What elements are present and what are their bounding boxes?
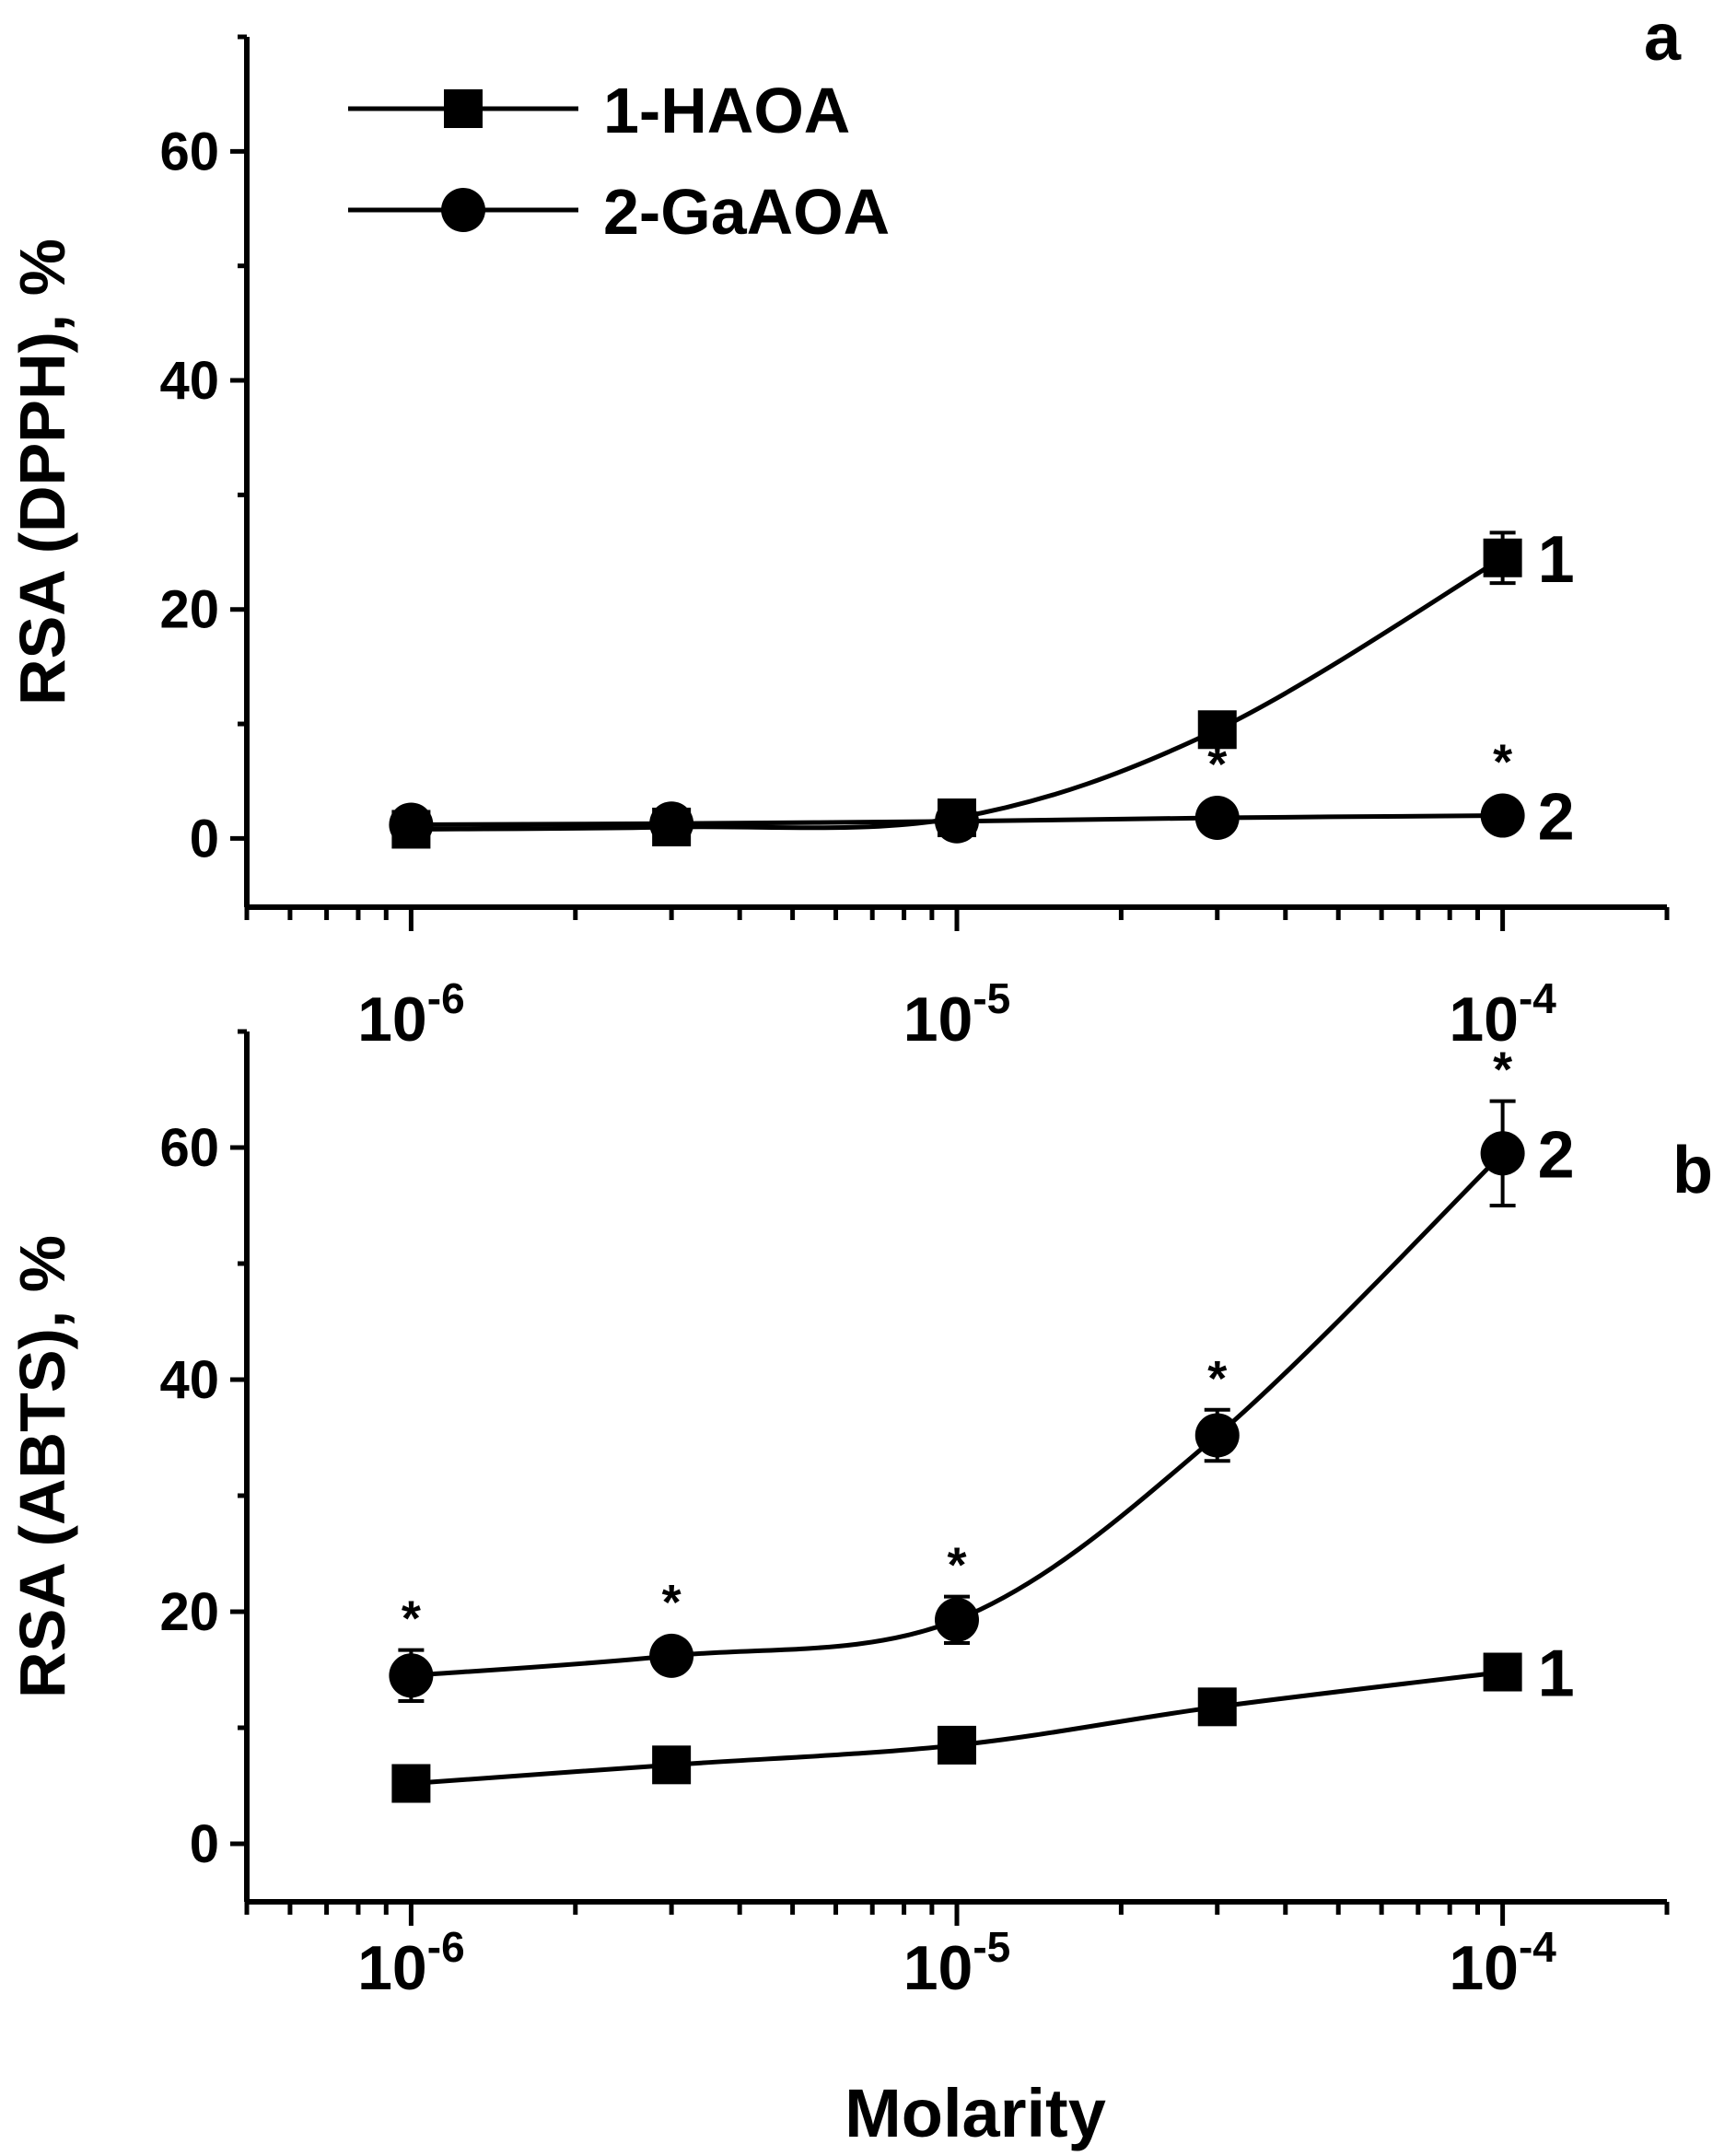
data-point-circle (389, 802, 434, 847)
x-axis-label: Molarity (845, 2075, 1106, 2151)
significance-marker: * (1493, 1043, 1512, 1098)
data-point-square (1197, 1687, 1237, 1727)
significance-marker: * (947, 1538, 966, 1593)
data-point-circle (389, 1653, 434, 1698)
curve-label: 2 (1538, 1118, 1575, 1192)
panel-b: 0 20 40 60 10-6 10-5 10-4 RSA (ABTS), % Molarity… (6, 1029, 1713, 2151)
data-point-circle (935, 798, 979, 844)
x-tick-label: 10-4 (1449, 974, 1556, 1055)
significance-marker: * (402, 1591, 421, 1647)
data-point-square (1483, 1652, 1522, 1692)
data-point-circle (649, 1633, 694, 1678)
y-tick-label: 60 (159, 122, 219, 181)
curve-label: 2 (1538, 781, 1575, 855)
data-point-circle (1480, 793, 1525, 838)
data-point-square (938, 1725, 976, 1765)
data-point-circle (649, 801, 694, 846)
series-line-circle (411, 1151, 1505, 1678)
panel-a: 0 20 40 60 10-6 10-5 10-4 RSA (DPPH), % a 1 * * 2 1-H… (6, 1, 1682, 1055)
y-tick-label: 40 (159, 1350, 219, 1410)
x-tick-label: 10-5 (903, 974, 1011, 1055)
data-point-circle (1194, 796, 1240, 841)
y-tick-label: 40 (159, 351, 219, 411)
x-tick-label: 10-6 (357, 974, 465, 1055)
panel-label: a (1644, 1, 1682, 75)
curve-label: 1 (1538, 523, 1575, 597)
x-tick-label: 10-5 (903, 1923, 1011, 2003)
series-line-square (411, 555, 1504, 832)
y-tick-label: 60 (159, 1118, 219, 1178)
data-point-circle (1480, 1131, 1525, 1176)
y-tick-label: 20 (159, 580, 219, 640)
y-tick-label: 20 (159, 1582, 219, 1642)
x-tick-label: 10-4 (1449, 1923, 1556, 2003)
data-point-square (1483, 538, 1522, 577)
significance-marker: * (1207, 737, 1227, 792)
legend: 1-HAOA 2-GaAOA (348, 75, 890, 248)
significance-marker: * (1493, 735, 1512, 790)
significance-marker: * (662, 1575, 682, 1630)
significance-marker: * (1207, 1351, 1227, 1406)
y-axis-label: RSA (DPPH), % (6, 239, 78, 705)
data-point-square (1197, 710, 1237, 750)
legend-marker-square (444, 89, 483, 128)
legend-label: 2-GaAOA (603, 176, 890, 248)
y-tick-label: 0 (190, 1814, 219, 1874)
curve-label: 1 (1538, 1637, 1575, 1711)
data-point-circle (935, 1597, 979, 1642)
y-axis-label: RSA (ABTS), % (6, 1235, 78, 1698)
panel-label: b (1672, 1134, 1713, 1207)
legend-marker-circle (441, 188, 485, 232)
data-point-square (652, 1745, 692, 1785)
data-point-square (391, 1764, 431, 1803)
legend-label: 1-HAOA (603, 75, 850, 146)
y-tick-label: 0 (190, 809, 219, 868)
data-point-circle (1194, 1413, 1240, 1458)
x-tick-label: 10-6 (357, 1923, 465, 2003)
